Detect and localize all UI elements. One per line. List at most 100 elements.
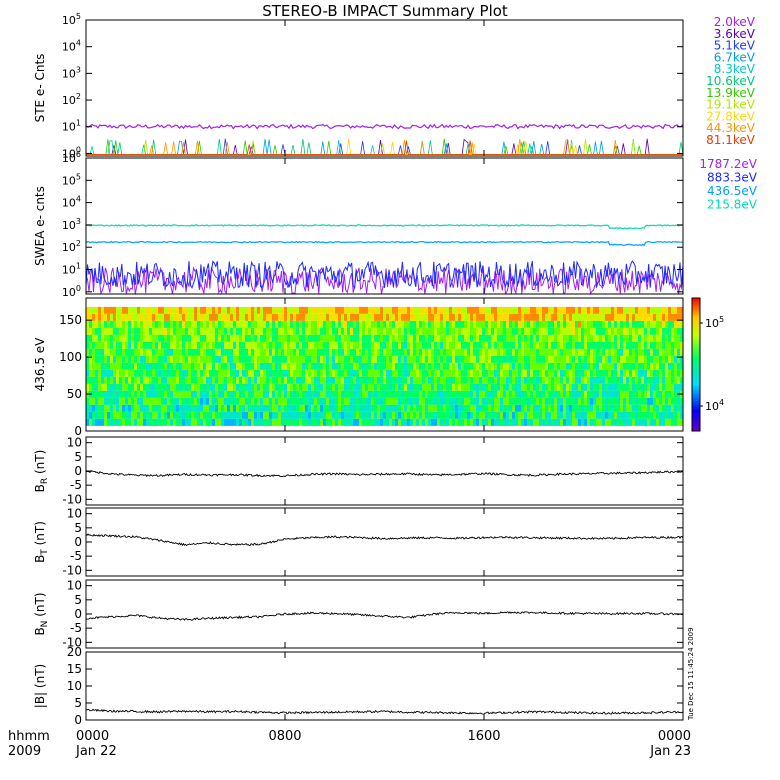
y-tick-label: 10: [67, 679, 82, 693]
panel-frame-br: [85, 436, 684, 506]
series-line-81.1keV: [86, 140, 683, 155]
series-line-bmag: [85, 708, 684, 715]
y-tick-label: 100: [59, 350, 82, 364]
series-line-436.5eV: [86, 240, 683, 247]
x-row-label-year: 2009: [8, 744, 41, 759]
panel-swea-data: [86, 224, 683, 294]
legend-entry-2.0keV: 2.0keV: [714, 15, 756, 29]
legend-entry-27.8keV: 27.8keV: [706, 109, 756, 123]
panel-bn-data: [85, 611, 684, 621]
panel-pad-data: [86, 306, 683, 426]
panel-br-data: [86, 470, 684, 478]
panel-frame-ste: [85, 19, 684, 157]
series-line-2.0keV: [86, 123, 683, 130]
y-tick-label: 0: [74, 464, 82, 478]
legend-entry-1787.2eV: 1787.2eV: [699, 157, 757, 171]
panel-bmag-data: [85, 708, 684, 715]
x-tick-label: 1600: [467, 729, 500, 744]
y-axis-label: BR (nT): [33, 450, 50, 493]
panel-pad: 104 105 0 50 100 150 436.5 eV: [33, 297, 724, 438]
y-tick-label: 105: [62, 172, 81, 187]
y-axis-label: BN (nT): [33, 592, 50, 635]
y-tick-label: 5: [74, 696, 82, 710]
legend-entry-215.8eV: 215.8eV: [707, 198, 758, 212]
y-tick-label: 105: [62, 12, 81, 27]
y-tick-label: 100: [62, 284, 81, 299]
colorbar-tick-label: 105: [705, 315, 724, 330]
y-tick-label: 5: [74, 450, 82, 464]
panel-frame-bt: [85, 507, 684, 577]
y-tick-label: 15: [67, 662, 82, 676]
y-tick-label: 150: [59, 313, 82, 327]
legend-entry-10.6keV: 10.6keV: [706, 74, 756, 88]
panel-frame-bmag: [85, 651, 684, 721]
y-axis-label: SWEA e- cnts: [33, 186, 47, 266]
y-tick-label: 0: [74, 713, 82, 727]
panel-bmag: 0 5 10 15 20 |B| (nT): [33, 645, 684, 727]
legend-entry-8.3keV: 8.3keV: [714, 62, 756, 76]
y-tick-label: 101: [62, 119, 81, 134]
y-tick-label: 104: [62, 195, 81, 210]
legend-entry-883.3eV: 883.3eV: [707, 171, 758, 185]
panel-frame-swea: [85, 157, 684, 295]
y-tick-label: 5: [74, 521, 82, 535]
y-tick-label: 5: [74, 593, 82, 607]
colorbar: [691, 297, 701, 432]
y-tick-label: 0: [74, 424, 82, 438]
series-line-215.8eV: [86, 224, 683, 230]
colorbar-tick-label: 104: [705, 398, 724, 413]
y-tick-label: 10: [67, 579, 82, 593]
x-date-label: Jan 22: [75, 744, 117, 759]
y-tick-label: -10: [62, 492, 82, 506]
y-tick-label: 101: [62, 262, 81, 277]
y-axis-label: STE e- Cnts: [33, 54, 47, 123]
x-tick-label: 0800: [268, 729, 301, 744]
legend-entry-436.5eV: 436.5eV: [707, 184, 758, 198]
y-tick-label: 10: [67, 436, 82, 450]
y-tick-label: -5: [70, 549, 82, 563]
x-row-label-hhmm: hhmm: [8, 729, 50, 744]
y-tick-label: 106: [62, 150, 81, 165]
series-line-bn: [85, 611, 684, 621]
y-tick-label: 50: [67, 387, 82, 401]
page-title: STEREO-B IMPACT Summary Plot: [262, 2, 508, 20]
y-tick-label: -10: [62, 635, 82, 649]
y-tick-label: 10: [67, 507, 82, 521]
y-tick-label: 102: [62, 92, 81, 107]
y-tick-label: -5: [70, 478, 82, 492]
series-line-bt: [85, 533, 684, 547]
legend-entry-13.9keV: 13.9keV: [706, 86, 756, 100]
timestamp-label: Tue Dec 15 11:45:24 2009: [687, 627, 695, 721]
panel-swea: 100 101 102 103 104 105 106 SWEA e- cnts: [33, 150, 684, 299]
y-axis-label: BT (nT): [33, 521, 50, 563]
y-axis-label: |B| (nT): [33, 664, 47, 708]
y-tick-label: 103: [62, 217, 81, 232]
legend-entry-81.1keV: 81.1keV: [706, 133, 756, 147]
y-tick-label: 103: [62, 65, 81, 80]
y-tick-label: 0: [74, 535, 82, 549]
x-tick-label: 0000: [76, 729, 109, 744]
panel-ste: 100 101 102 103 104 105 STE e- Cnts: [33, 12, 684, 160]
legend-entry-3.6keV: 3.6keV: [714, 27, 756, 41]
y-tick-label: -10: [62, 563, 82, 577]
series-line-883.3eV: [86, 260, 683, 290]
y-tick-label: 100: [62, 145, 81, 160]
y-tick-label: 0: [74, 607, 82, 621]
y-axis-label: 436.5 eV: [33, 337, 47, 392]
panel-frame-bn: [85, 579, 684, 649]
panel-ste-data: [86, 123, 683, 155]
panel-bt-data: [85, 533, 684, 547]
legend-entry-6.7keV: 6.7keV: [714, 50, 756, 64]
y-tick-label: 102: [62, 239, 81, 254]
legend-entry-5.1keV: 5.1keV: [714, 39, 756, 53]
y-tick-label: 104: [62, 39, 81, 54]
x-tick-label: 0000: [658, 729, 691, 744]
y-tick-label: 20: [67, 645, 82, 659]
legend-entry-44.3keV: 44.3keV: [706, 121, 756, 135]
x-date-label: Jan 23: [649, 744, 691, 759]
y-tick-label: -5: [70, 621, 82, 635]
